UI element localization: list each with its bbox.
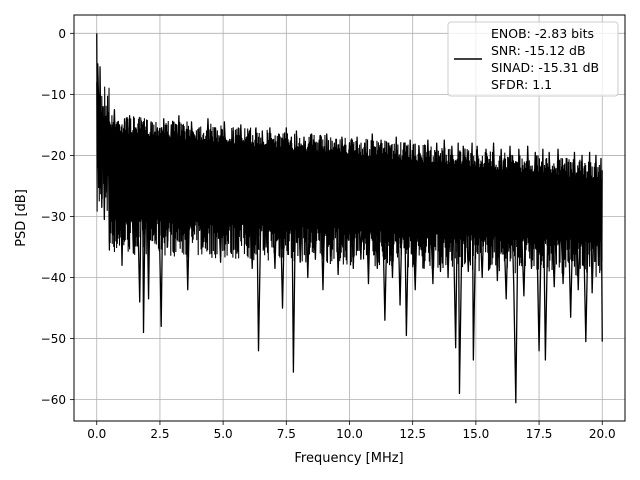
x-axis-label: Frequency [MHz] bbox=[294, 451, 403, 466]
y-tick-label: −10 bbox=[41, 88, 66, 102]
x-tick-label: 12.5 bbox=[399, 427, 426, 441]
x-tick-label: 17.5 bbox=[526, 427, 553, 441]
y-tick-label: −20 bbox=[41, 149, 66, 163]
y-tick-label: 0 bbox=[58, 27, 66, 41]
plot-area bbox=[96, 33, 603, 404]
x-axis: 0.0 2.5 5.0 7.5 10.0 12.5 15.0 17.5 20.0 bbox=[87, 421, 616, 441]
y-tick-label: −30 bbox=[41, 210, 66, 224]
legend-enob-label: ENOB: -2.83 bits bbox=[491, 26, 594, 41]
x-tick-label: 10.0 bbox=[336, 427, 363, 441]
legend: ENOB: -2.83 bits SNR: -15.12 dB SINAD: -… bbox=[447, 21, 619, 97]
legend-snr-label: SNR: -15.12 dB bbox=[491, 43, 586, 58]
y-tick-label: −40 bbox=[41, 271, 66, 285]
y-axis: 0 −10 −20 −30 −40 −50 −60 bbox=[41, 27, 74, 407]
legend-sinad-label: SINAD: -15.31 dB bbox=[491, 60, 599, 75]
x-tick-label: 5.0 bbox=[214, 427, 233, 441]
y-axis-label: PSD [dB] bbox=[14, 189, 29, 247]
x-tick-label: 15.0 bbox=[463, 427, 490, 441]
x-tick-label: 0.0 bbox=[87, 427, 106, 441]
psd-noise-trace bbox=[96, 82, 603, 277]
x-tick-label: 2.5 bbox=[150, 427, 169, 441]
x-tick-label: 7.5 bbox=[277, 427, 296, 441]
y-tick-label: −50 bbox=[41, 332, 66, 346]
legend-box bbox=[447, 21, 619, 97]
legend-sfdr-label: SFDR: 1.1 bbox=[491, 77, 552, 92]
y-tick-label: −60 bbox=[41, 393, 66, 407]
x-tick-label: 20.0 bbox=[589, 427, 616, 441]
